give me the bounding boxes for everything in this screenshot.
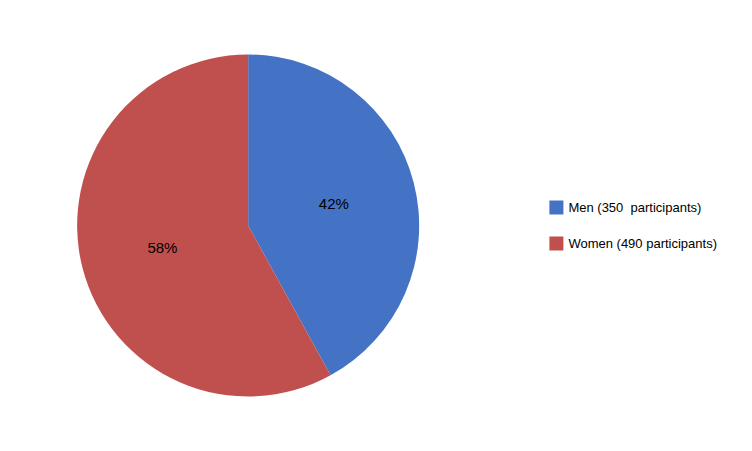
svg-text:42%: 42% — [319, 195, 349, 212]
svg-text:Women (490 participants): Women (490 participants) — [568, 236, 717, 251]
svg-text:58%: 58% — [147, 239, 177, 256]
svg-text:Men (350 participants): Men (350 participants) — [568, 200, 701, 215]
